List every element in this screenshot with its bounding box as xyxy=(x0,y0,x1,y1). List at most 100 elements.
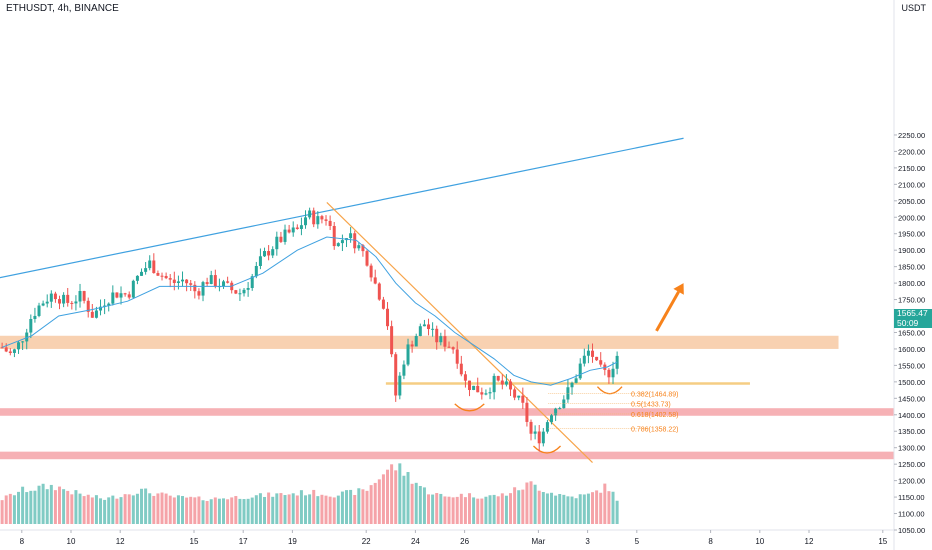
volume-bar xyxy=(131,495,135,524)
candle-body xyxy=(222,281,226,287)
volume-bar xyxy=(599,492,603,524)
volume-bar xyxy=(205,501,209,524)
volume-bar xyxy=(586,493,590,524)
volume-bar xyxy=(582,494,586,524)
candle-body xyxy=(41,303,45,306)
arrow-head xyxy=(673,283,684,295)
candle-body xyxy=(156,273,160,276)
volume-bar xyxy=(201,500,205,524)
volume-bar xyxy=(94,495,98,524)
candle-body xyxy=(517,395,521,398)
volume-bar xyxy=(107,497,111,524)
price-tick-label: 1950.00 xyxy=(898,230,925,239)
candle-body xyxy=(144,268,148,272)
volume-bar xyxy=(267,492,271,524)
volume-bar xyxy=(463,497,467,524)
volume-bar xyxy=(365,490,369,524)
candle-body xyxy=(386,308,390,327)
candle-body xyxy=(279,236,283,242)
candle-body xyxy=(90,311,94,318)
volume-bar xyxy=(66,490,70,524)
price-tick-label: 1800.00 xyxy=(898,279,925,288)
candle-body xyxy=(127,294,131,298)
candle-body xyxy=(29,319,33,333)
volume-bar xyxy=(160,492,164,524)
candle-body xyxy=(410,344,414,347)
volume-bar xyxy=(509,493,513,524)
candle-body xyxy=(140,271,144,276)
volume-bar xyxy=(504,495,508,524)
volume-bar xyxy=(62,489,66,524)
volume-bar xyxy=(525,482,529,524)
volume-bar xyxy=(390,464,394,524)
candle-body xyxy=(357,245,361,249)
candle-body xyxy=(53,293,57,300)
candle-body xyxy=(361,245,365,252)
volume-bar xyxy=(70,494,74,524)
volume-bar xyxy=(336,495,340,524)
volume-bar xyxy=(410,483,414,524)
candle-body xyxy=(115,292,119,298)
volume-bar xyxy=(353,495,357,524)
candle-body xyxy=(439,336,443,343)
candle-body xyxy=(304,217,308,226)
volume-bar xyxy=(591,492,595,524)
candle-body xyxy=(595,356,599,361)
volume-bar xyxy=(443,496,447,524)
candle-body xyxy=(484,393,488,395)
candle-body xyxy=(308,210,312,218)
volume-bar xyxy=(283,495,287,524)
current-price-tag: 1565.47 50:09 xyxy=(894,308,932,328)
price-tick-label: 2000.00 xyxy=(898,213,925,222)
price-tick-label: 1300.00 xyxy=(898,444,925,453)
volume-bar xyxy=(570,496,574,524)
volume-bar xyxy=(189,496,193,524)
volume-bar xyxy=(242,499,246,524)
volume-bar xyxy=(123,494,127,524)
volume-bar xyxy=(86,494,90,524)
volume-bar xyxy=(156,493,160,524)
volume-bar xyxy=(148,493,152,524)
cup-arc xyxy=(454,403,485,412)
candle-body xyxy=(365,251,369,266)
candle-body xyxy=(422,324,426,327)
candle-body xyxy=(8,351,12,353)
candle-body xyxy=(316,216,320,225)
candle-body xyxy=(267,251,271,256)
volume-bar xyxy=(246,498,250,524)
volume-bar xyxy=(213,497,217,524)
candle-body xyxy=(0,347,4,349)
candle-body xyxy=(82,291,86,301)
candle-body xyxy=(66,294,70,303)
volume-bar xyxy=(238,498,242,524)
price-tick-label: 1850.00 xyxy=(898,263,925,272)
price-tick-label: 1600.00 xyxy=(898,345,925,354)
candle-body xyxy=(496,375,500,381)
volume-bar xyxy=(21,486,25,524)
currency-label: USDT xyxy=(901,3,927,13)
volume-bar xyxy=(381,474,385,524)
time-tick-label: 10 xyxy=(755,537,764,546)
candle-body xyxy=(414,336,418,347)
time-tick-label: 8 xyxy=(20,537,25,546)
time-tick-label: 19 xyxy=(288,537,297,546)
candle-body xyxy=(525,402,529,422)
candle-body xyxy=(254,265,258,277)
candle-body xyxy=(390,326,394,355)
volume-bar xyxy=(263,496,267,524)
volume-bar xyxy=(29,490,33,524)
candle-body xyxy=(49,293,53,302)
candle-body xyxy=(172,279,176,283)
volume-bar xyxy=(521,489,525,524)
candle-body xyxy=(17,342,21,350)
fib-label: 0.618(1402.58) xyxy=(631,412,678,419)
volume-bar xyxy=(439,493,443,524)
candle-body xyxy=(607,369,611,378)
candle-body xyxy=(131,280,135,298)
volume-bar xyxy=(287,494,291,524)
candle-body xyxy=(238,293,242,295)
candle-body xyxy=(541,431,545,444)
candle-body xyxy=(45,301,49,304)
